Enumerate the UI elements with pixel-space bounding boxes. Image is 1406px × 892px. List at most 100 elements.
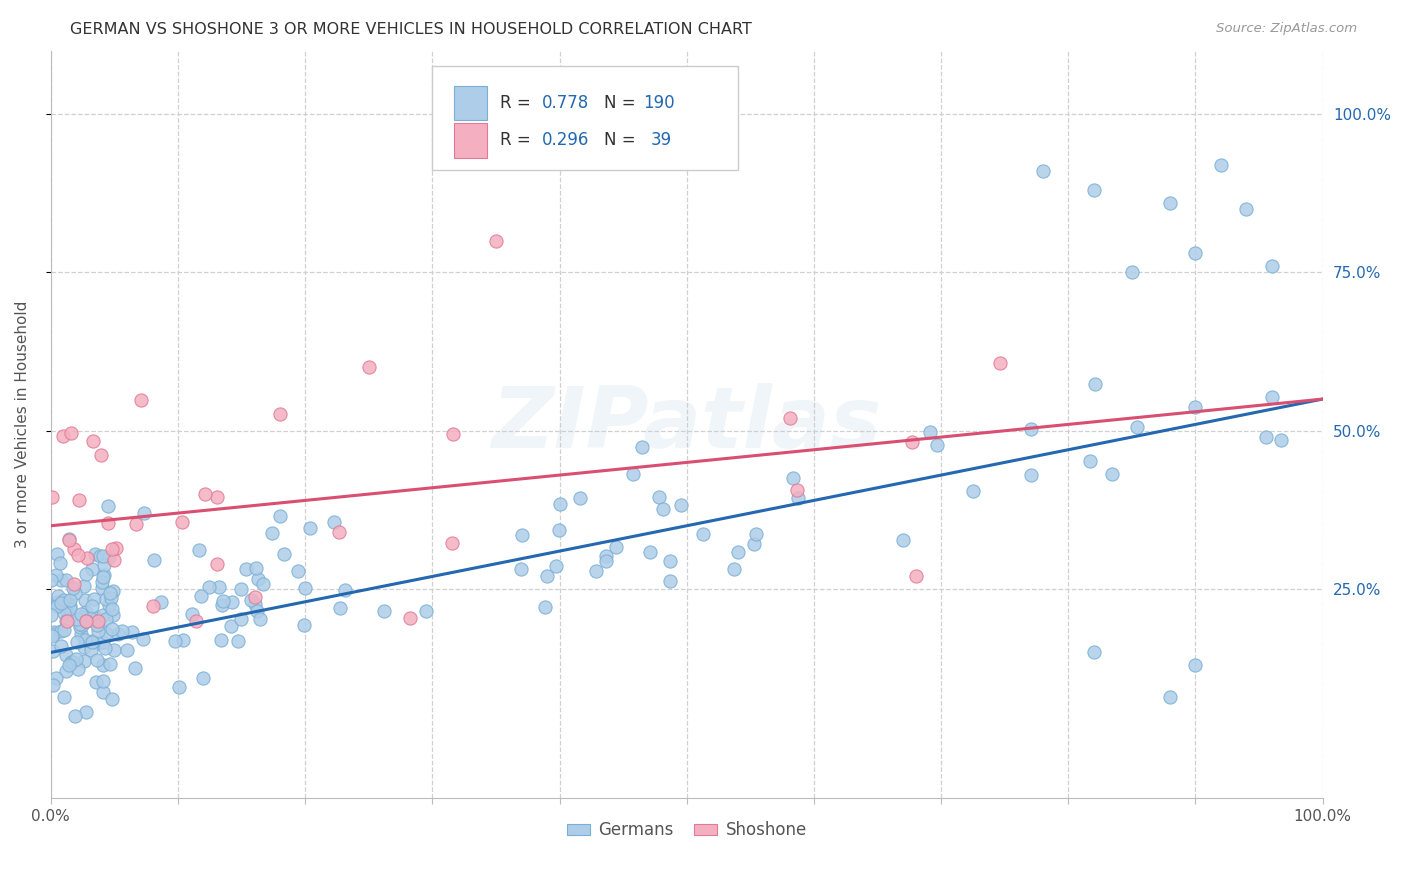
- Point: [42, 624, 65, 639]
- Point: [84, 614, 107, 628]
- Point: [1080, 454, 1102, 468]
- Point: [69, 620, 91, 634]
- Point: [190, 589, 212, 603]
- Point: [75, 567, 97, 582]
- Point: [91, 608, 114, 623]
- Point: [510, 562, 533, 576]
- Point: [631, 440, 654, 454]
- Point: [184, 614, 207, 628]
- Point: [52, 623, 75, 637]
- Point: [415, 604, 437, 618]
- Point: [1184, 246, 1206, 260]
- Point: [94, 641, 117, 656]
- Point: [93, 549, 115, 563]
- Point: [269, 509, 291, 524]
- Point: [647, 491, 669, 505]
- Point: [585, 565, 607, 579]
- Point: [205, 490, 228, 504]
- Point: [727, 544, 749, 558]
- Point: [86, 618, 108, 632]
- Point: [87, 636, 110, 650]
- Point: [93, 658, 115, 673]
- Point: [45, 672, 67, 686]
- Point: [56, 606, 79, 620]
- Point: [52, 429, 75, 443]
- Point: [46, 590, 69, 604]
- Point: [87, 614, 110, 628]
- Point: [58, 533, 80, 548]
- Point: [94, 591, 117, 606]
- Point: [69, 607, 91, 622]
- Point: [398, 611, 420, 625]
- Point: [98, 657, 121, 672]
- Point: [76, 551, 98, 566]
- Point: [63, 542, 86, 557]
- Point: [209, 633, 232, 648]
- Point: [107, 626, 129, 640]
- Point: [273, 547, 295, 561]
- Point: [235, 562, 257, 576]
- Point: [49, 596, 72, 610]
- Point: [194, 487, 217, 501]
- Point: [100, 602, 122, 616]
- Point: [245, 590, 267, 604]
- Point: [72, 609, 94, 624]
- Text: 0.296: 0.296: [541, 131, 589, 149]
- Point: [536, 569, 558, 583]
- Point: [787, 491, 810, 506]
- Point: [226, 633, 249, 648]
- Point: [55, 573, 77, 587]
- Point: [918, 425, 941, 440]
- Point: [93, 558, 115, 573]
- Point: [75, 614, 97, 628]
- Point: [76, 614, 98, 628]
- Point: [73, 640, 96, 654]
- FancyBboxPatch shape: [454, 86, 486, 120]
- Point: [246, 604, 269, 618]
- Point: [219, 619, 242, 633]
- Point: [80, 643, 103, 657]
- Point: [51, 624, 73, 638]
- Point: [93, 567, 115, 582]
- Point: [80, 599, 103, 613]
- Point: [90, 448, 112, 462]
- Point: [70, 627, 93, 641]
- Text: Source: ZipAtlas.com: Source: ZipAtlas.com: [1216, 22, 1357, 36]
- Point: [142, 553, 165, 567]
- Point: [41, 490, 63, 504]
- Point: [39, 573, 62, 587]
- Point: [621, 467, 644, 482]
- Point: [1126, 420, 1149, 434]
- Point: [512, 528, 534, 542]
- Point: [59, 655, 82, 669]
- Point: [1260, 259, 1282, 273]
- Point: [1209, 158, 1232, 172]
- Point: [45, 595, 67, 609]
- Point: [245, 561, 267, 575]
- Point: [73, 654, 96, 668]
- Point: [75, 633, 97, 648]
- Point: [172, 633, 194, 648]
- Point: [165, 634, 187, 648]
- Point: [988, 356, 1011, 370]
- Point: [101, 692, 124, 706]
- Point: [569, 491, 592, 505]
- Point: [75, 593, 97, 607]
- Point: [782, 470, 804, 484]
- Point: [252, 577, 274, 591]
- Point: [60, 425, 83, 440]
- Point: [93, 569, 115, 583]
- Point: [42, 626, 65, 640]
- Point: [172, 515, 194, 529]
- Point: [91, 684, 114, 698]
- Point: [129, 393, 152, 408]
- Point: [90, 581, 112, 595]
- Point: [605, 540, 627, 554]
- Point: [97, 516, 120, 530]
- Point: [134, 507, 156, 521]
- Point: [65, 651, 87, 665]
- Point: [89, 549, 111, 563]
- Point: [45, 547, 67, 561]
- Point: [132, 632, 155, 646]
- Point: [101, 607, 124, 622]
